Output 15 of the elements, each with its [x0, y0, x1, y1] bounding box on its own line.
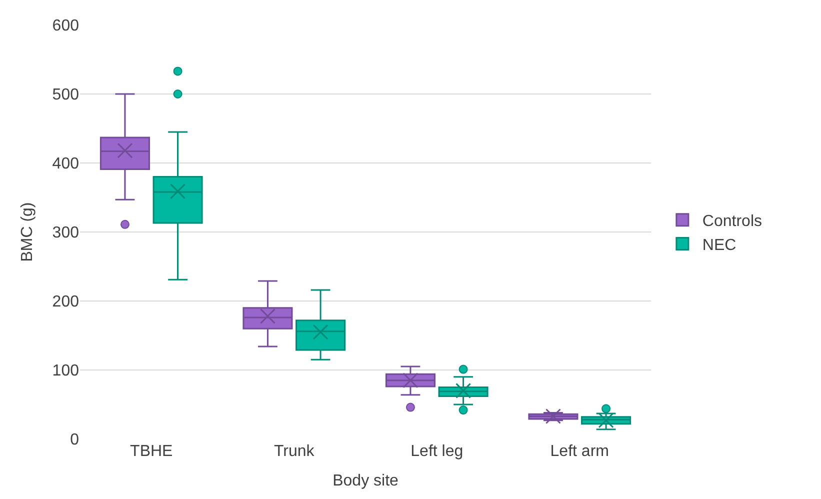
y-tick-label: 200	[52, 294, 80, 311]
y-tick-label: 100	[52, 362, 80, 380]
x-tick-label: TBHE	[130, 443, 173, 460]
x-tick-label: Left leg	[410, 443, 464, 460]
x-tick-label: Left arm	[550, 443, 609, 460]
legend-label: Controls	[702, 213, 762, 230]
y-tick-label: 500	[52, 86, 80, 104]
x-tick-label: Trunk	[274, 443, 316, 460]
y-tick-label: 0	[70, 432, 80, 449]
y-tick-label: 400	[52, 156, 80, 173]
y-axis-title: BMC (g)	[19, 202, 36, 262]
y-tick-label: 300	[52, 224, 80, 242]
y-tick-label: 600	[52, 18, 80, 35]
x-axis-title: Body site	[332, 472, 399, 490]
legend-label: NEC	[702, 236, 736, 254]
